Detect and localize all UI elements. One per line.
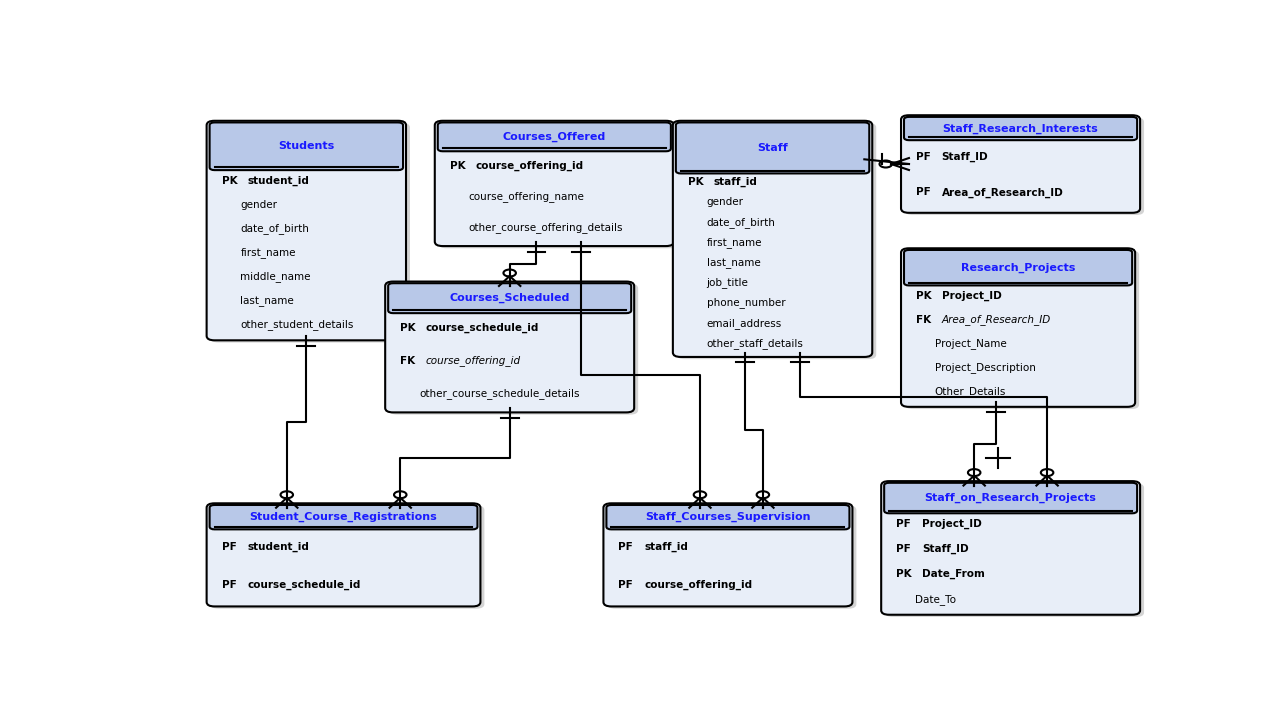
Text: course_offering_id: course_offering_id: [644, 580, 753, 590]
Text: Staff_ID: Staff_ID: [942, 152, 988, 162]
Text: gender: gender: [241, 199, 278, 210]
FancyBboxPatch shape: [388, 283, 631, 313]
Text: date_of_birth: date_of_birth: [241, 223, 310, 234]
Text: Project_Name: Project_Name: [934, 338, 1006, 349]
FancyBboxPatch shape: [385, 282, 634, 413]
Text: FK: FK: [401, 356, 415, 366]
FancyBboxPatch shape: [603, 503, 852, 606]
Text: Project_ID: Project_ID: [922, 519, 982, 529]
Text: last_name: last_name: [241, 295, 294, 307]
FancyBboxPatch shape: [905, 117, 1144, 215]
Text: PF: PF: [221, 542, 237, 552]
Text: student_id: student_id: [247, 542, 310, 552]
Text: staff_id: staff_id: [713, 176, 758, 187]
FancyBboxPatch shape: [901, 115, 1140, 213]
Text: course_offering_name: course_offering_name: [468, 192, 585, 202]
FancyBboxPatch shape: [210, 505, 477, 529]
Text: phone_number: phone_number: [707, 297, 785, 308]
Text: other_course_offering_details: other_course_offering_details: [468, 222, 623, 233]
Text: PF: PF: [916, 187, 931, 197]
Text: Staff_Research_Interests: Staff_Research_Interests: [942, 123, 1098, 134]
Text: Other_Details: Other_Details: [934, 386, 1006, 397]
Text: Project_Description: Project_Description: [934, 362, 1036, 373]
Text: middle_name: middle_name: [241, 271, 311, 282]
Text: course_schedule_id: course_schedule_id: [247, 580, 361, 590]
Text: first_name: first_name: [707, 237, 762, 248]
FancyBboxPatch shape: [881, 481, 1140, 615]
FancyBboxPatch shape: [677, 123, 877, 359]
Text: Project_ID: Project_ID: [942, 291, 1001, 301]
Text: first_name: first_name: [241, 248, 296, 258]
Text: gender: gender: [707, 197, 744, 207]
Text: PF: PF: [618, 580, 634, 590]
FancyBboxPatch shape: [206, 503, 480, 606]
Text: Staff: Staff: [758, 143, 788, 153]
Text: PF: PF: [916, 152, 931, 162]
Text: PK: PK: [221, 176, 237, 186]
FancyBboxPatch shape: [901, 248, 1135, 407]
FancyBboxPatch shape: [904, 117, 1137, 140]
Text: PK: PK: [896, 569, 911, 579]
Text: student_id: student_id: [247, 176, 310, 186]
Text: course_schedule_id: course_schedule_id: [426, 323, 539, 333]
Text: Staff_on_Research_Projects: Staff_on_Research_Projects: [924, 493, 1097, 503]
Text: PK: PK: [401, 323, 416, 333]
Text: PF: PF: [221, 580, 237, 590]
FancyBboxPatch shape: [439, 123, 678, 248]
FancyBboxPatch shape: [206, 121, 406, 341]
Text: email_address: email_address: [707, 318, 782, 328]
FancyBboxPatch shape: [210, 122, 403, 170]
Text: PF: PF: [896, 519, 911, 529]
FancyBboxPatch shape: [389, 284, 639, 415]
Text: Area_of_Research_ID: Area_of_Research_ID: [942, 315, 1051, 325]
FancyBboxPatch shape: [211, 505, 484, 608]
FancyBboxPatch shape: [608, 505, 856, 608]
Text: FK: FK: [916, 315, 931, 325]
Text: Staff_Courses_Supervision: Staff_Courses_Supervision: [645, 512, 810, 522]
Text: Date_To: Date_To: [915, 593, 956, 605]
FancyBboxPatch shape: [673, 121, 872, 357]
Text: Student_Course_Registrations: Student_Course_Registrations: [250, 512, 438, 522]
FancyBboxPatch shape: [435, 121, 673, 246]
FancyBboxPatch shape: [607, 505, 850, 529]
Text: PK: PK: [687, 177, 704, 186]
Text: Date_From: Date_From: [922, 569, 984, 580]
FancyBboxPatch shape: [886, 483, 1144, 617]
Text: PK: PK: [449, 161, 466, 171]
Text: other_student_details: other_student_details: [241, 320, 353, 330]
FancyBboxPatch shape: [211, 123, 410, 343]
Text: last_name: last_name: [707, 257, 760, 268]
Text: staff_id: staff_id: [644, 542, 687, 552]
Text: job_title: job_title: [707, 277, 749, 288]
FancyBboxPatch shape: [438, 122, 671, 151]
Text: PF: PF: [618, 542, 634, 552]
Text: Staff_ID: Staff_ID: [922, 544, 969, 554]
FancyBboxPatch shape: [676, 122, 869, 174]
FancyBboxPatch shape: [905, 251, 1139, 409]
Text: Area_of_Research_ID: Area_of_Research_ID: [942, 187, 1064, 197]
Text: course_offering_id: course_offering_id: [426, 356, 521, 366]
Text: other_course_schedule_details: other_course_schedule_details: [419, 388, 580, 399]
Text: Courses_Scheduled: Courses_Scheduled: [449, 293, 570, 303]
Text: other_staff_details: other_staff_details: [707, 338, 804, 349]
Text: date_of_birth: date_of_birth: [707, 217, 776, 228]
Text: Courses_Offered: Courses_Offered: [503, 132, 605, 142]
Text: Research_Projects: Research_Projects: [961, 263, 1075, 273]
FancyBboxPatch shape: [884, 483, 1137, 513]
FancyBboxPatch shape: [904, 250, 1132, 285]
Text: PF: PF: [896, 544, 911, 554]
Text: PK: PK: [916, 291, 932, 301]
Text: course_offering_id: course_offering_id: [475, 161, 584, 171]
Text: Students: Students: [278, 141, 334, 151]
